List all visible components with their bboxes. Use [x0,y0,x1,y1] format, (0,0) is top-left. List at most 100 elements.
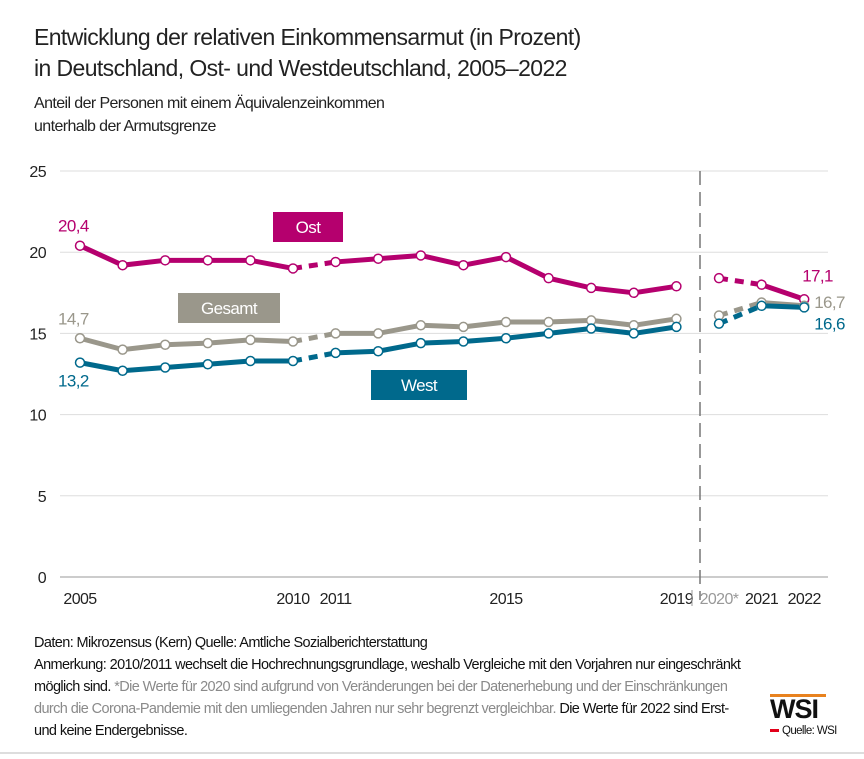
data-point-ost [245,255,256,266]
data-point-gesamt [245,334,256,346]
data-point-gesamt [500,316,512,328]
logo-text: WSI [770,698,819,720]
data-point-gesamt [458,321,469,333]
series-segment-west [590,326,635,336]
data-point-west [798,302,810,313]
data-point-west [287,355,299,367]
series-segment-west [292,350,337,364]
data-point-west [543,328,554,339]
data-point-gesamt [117,344,128,355]
series-segment-gesamt [590,317,635,328]
data-point-west [713,318,725,329]
data-point-west [500,333,512,344]
series-segment-gesamt [548,317,592,325]
series-segment-ost [420,253,464,268]
subtitle-line-1: Anteil der Personen mit einem Äquivalenz… [34,95,385,112]
series-segment-west [165,361,208,370]
series-segment-ost [548,275,592,291]
series-segment-ost [504,254,550,281]
series-segment-west [79,360,124,374]
data-point-ost [287,263,299,274]
series-segment-west [335,348,379,356]
data-point-west [74,357,86,368]
logo-source-text: Quelle: WSI [782,725,837,737]
series-segment-west [548,326,592,336]
subtitle-line-2: unterhalb der Armutsgrenze [34,118,216,135]
series-segment-gesamt [79,335,124,353]
end-value-label: 17,1 [802,266,833,285]
remark: Anmerkung: 2010/2011 wechselt die Hochre… [34,654,754,742]
series-segment-west [377,340,422,354]
data-point-west [372,346,384,357]
x-tick-label: 2010 [276,591,310,608]
chart-title: Entwicklung der relativen Einkommensarmu… [34,22,834,84]
series-segment-west [122,365,166,374]
start-value-label: 13,2 [58,372,89,391]
x-tick-label: 2019 [660,591,694,608]
data-point-ost [415,250,427,261]
data-point-ost [671,281,682,292]
data-point-gesamt [415,320,427,331]
footnote: Daten: Mikrozensus (Kern) Quelle: Amtlic… [34,632,754,742]
series-segment-west [761,303,805,310]
data-point-ost [202,255,214,266]
legend-label: Gesamt [201,299,258,318]
series-segment-ost [78,243,124,268]
data-point-ost [159,255,171,266]
data-point-west [330,347,341,359]
data-point-west [756,300,767,312]
wsi-logo: WSI [770,694,826,720]
x-tick-label: 2021 [745,591,779,608]
series-segment-west [633,324,677,336]
x-tick-label: 2011 [320,591,353,608]
end-value-label: 16,6 [814,314,845,333]
series-segment-ost [718,275,762,288]
title-line-1: Entwicklung der relativen Einkommensarmu… [34,24,581,50]
y-tick-label: 10 [29,408,46,425]
x-tick-label: 2020* [700,591,739,608]
data-point-gesamt [74,333,86,344]
end-value-label: 16,7 [814,293,845,312]
start-value-label: 14,7 [58,309,89,328]
remark-2020: *Die Werte für 2020 sind aufgrund von Ve… [34,679,728,717]
series-segment-west [207,358,251,367]
y-tick-label: 5 [38,489,47,506]
series-segment-gesamt [292,330,337,344]
data-point-gesamt [287,336,299,347]
series-segment-ost [292,259,336,271]
series-segment-gesamt [420,322,464,330]
series-segment-gesamt [122,342,166,353]
series-segment-ost [249,257,294,271]
x-tick-label: 2015 [489,591,523,608]
series-segment-west [505,330,549,341]
legend-box-ost [273,212,343,242]
series-segment-ost [760,282,806,302]
series-segment-ost [462,254,507,268]
data-point-gesamt [372,328,384,339]
start-value-label: 20,4 [58,217,89,236]
series-segment-gesamt [250,337,294,345]
series-segment-ost [590,285,635,296]
series-segment-ost [378,252,421,262]
series-segment-west [463,335,507,345]
series-segment-ost [335,256,379,265]
data-point-ost [756,279,767,290]
data-point-gesamt [330,328,341,339]
data-point-west [117,365,128,377]
data-point-ost [117,259,128,271]
legend-label: Ost [296,218,322,237]
data-point-west [671,321,682,333]
data-point-west [159,362,171,373]
x-tick-label: 2022 [788,591,822,608]
y-tick-label: 0 [38,570,47,587]
remark-2022: Die Werte für 2022 sind Erst- und keine … [34,701,729,739]
data-point-ost [330,256,341,268]
title-line-2: in Deutschland, Ost- und Westdeutschland… [34,55,567,81]
data-point-gesamt [543,316,554,328]
legend-label: West [401,376,438,395]
data-point-west [458,336,469,347]
y-tick-label: 25 [29,164,46,181]
data-point-ost [628,287,640,299]
